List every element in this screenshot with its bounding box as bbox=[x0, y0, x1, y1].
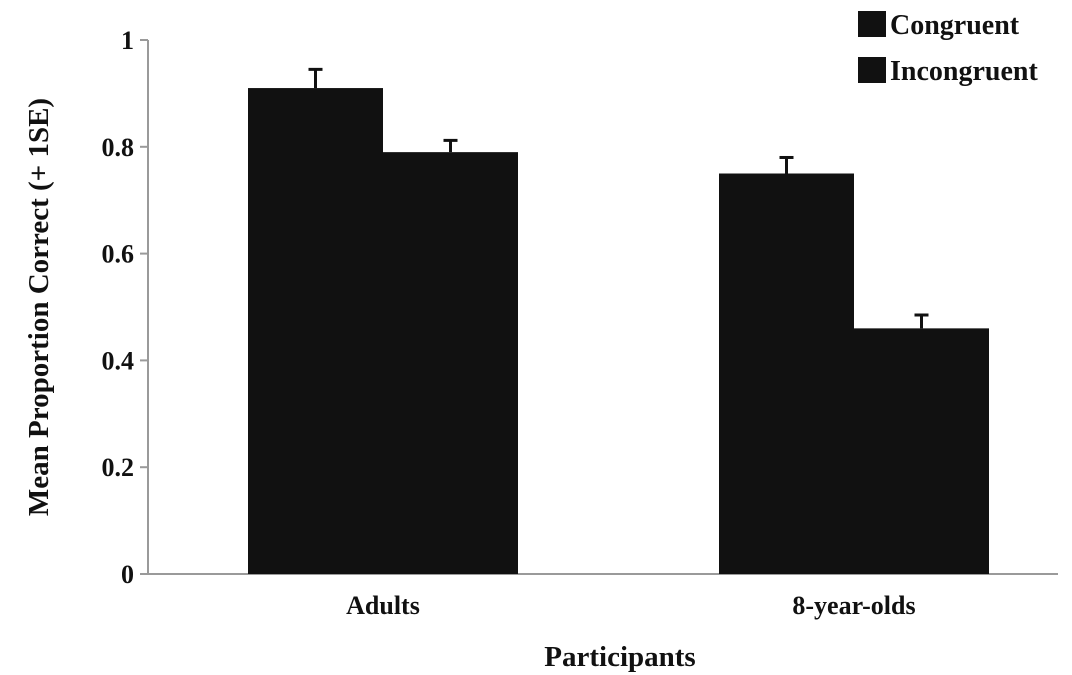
x-tick-label: 8-year-olds bbox=[792, 591, 915, 620]
legend: Congruent Incongruent bbox=[858, 10, 1038, 87]
y-ticks: 0 0.2 0.4 0.6 0.8 1 bbox=[102, 26, 148, 589]
bar-incongruent-8-year-olds bbox=[854, 328, 989, 574]
bar-congruent-8-year-olds bbox=[719, 173, 854, 574]
y-tick-label: 0.6 bbox=[102, 240, 135, 269]
x-tick-label: Adults bbox=[346, 591, 420, 620]
legend-swatch-congruent bbox=[858, 11, 886, 37]
legend-label-incongruent: Incongruent bbox=[890, 56, 1038, 87]
y-tick-label: 0 bbox=[121, 560, 134, 589]
bar-congruent-adults bbox=[248, 88, 383, 574]
y-tick-label: 0.4 bbox=[102, 346, 135, 375]
bar-incongruent-adults bbox=[383, 152, 518, 574]
x-tick-labels: Adults 8-year-olds bbox=[346, 591, 915, 620]
legend-label-congruent: Congruent bbox=[890, 10, 1020, 41]
bars bbox=[248, 67, 989, 574]
legend-swatch-incongruent bbox=[858, 57, 886, 83]
y-tick-label: 1 bbox=[121, 26, 134, 55]
y-tick-label: 0.8 bbox=[102, 133, 135, 162]
y-tick-label: 0.2 bbox=[102, 453, 135, 482]
x-axis-title: Participants bbox=[544, 641, 695, 673]
y-axis-title: Mean Proportion Correct (+ 1SE) bbox=[23, 98, 55, 516]
